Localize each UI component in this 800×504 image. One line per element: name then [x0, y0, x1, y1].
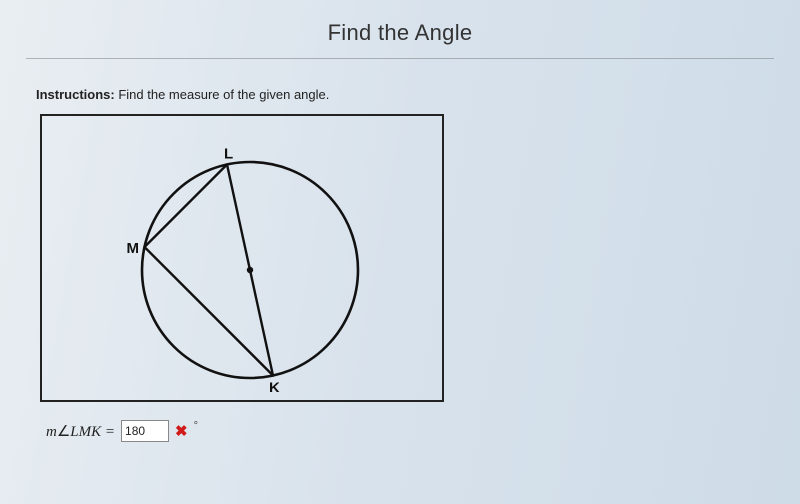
answer-row: m∠LMK = ✖ ° [46, 420, 764, 442]
angle-name: LMK [70, 424, 101, 440]
angle-symbol-icon: ∠ [57, 424, 70, 440]
title-divider [26, 58, 774, 59]
figure-container: L M K [40, 114, 444, 402]
equals-sign: = [101, 424, 115, 440]
angle-answer-input[interactable] [121, 420, 169, 442]
instructions-label: Instructions: [36, 87, 115, 102]
instructions-line: Instructions: Find the measure of the gi… [36, 87, 764, 102]
instructions-text: Find the measure of the given angle. [115, 87, 330, 102]
expr-m: m [46, 424, 57, 440]
svg-text:L: L [224, 146, 233, 163]
degree-symbol: ° [194, 420, 198, 432]
page-title: Find the Angle [36, 10, 764, 58]
answer-expression: m∠LMK = [46, 422, 115, 441]
circle-diagram: L M K [82, 124, 402, 392]
svg-text:K: K [269, 380, 280, 393]
svg-text:M: M [127, 240, 140, 257]
incorrect-mark-icon: ✖ [175, 422, 188, 440]
